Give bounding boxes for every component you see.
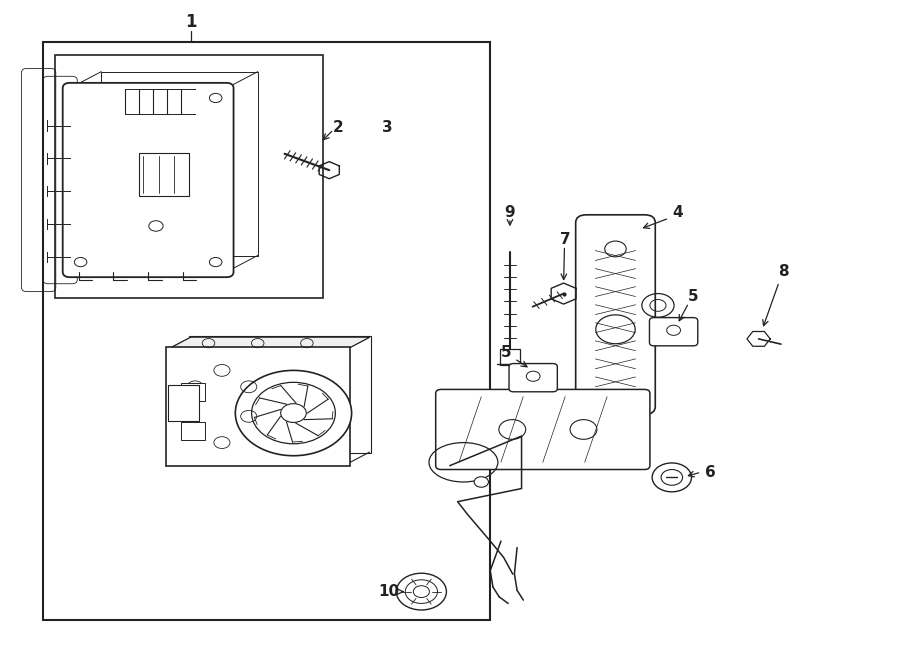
Circle shape (396, 573, 446, 610)
Circle shape (474, 477, 489, 487)
Text: 8: 8 (778, 264, 789, 279)
FancyBboxPatch shape (168, 385, 199, 421)
Text: 3: 3 (382, 120, 392, 135)
Circle shape (281, 404, 306, 422)
FancyBboxPatch shape (509, 363, 557, 392)
FancyBboxPatch shape (43, 42, 491, 620)
Polygon shape (168, 337, 370, 349)
FancyBboxPatch shape (166, 347, 350, 466)
Text: 6: 6 (705, 465, 716, 480)
FancyBboxPatch shape (139, 153, 189, 196)
FancyBboxPatch shape (189, 336, 372, 453)
FancyBboxPatch shape (436, 389, 650, 469)
FancyBboxPatch shape (55, 56, 323, 298)
FancyBboxPatch shape (63, 83, 233, 277)
Text: 5: 5 (501, 345, 512, 360)
Text: 9: 9 (505, 205, 515, 220)
FancyBboxPatch shape (650, 318, 698, 346)
Text: 1: 1 (184, 13, 196, 32)
FancyBboxPatch shape (181, 422, 205, 440)
Text: 4: 4 (673, 205, 683, 220)
Text: 7: 7 (560, 232, 571, 247)
FancyBboxPatch shape (576, 214, 655, 414)
Text: 2: 2 (333, 120, 344, 135)
Text: 10: 10 (379, 584, 400, 599)
FancyBboxPatch shape (181, 383, 205, 401)
Text: 5: 5 (688, 289, 698, 305)
Circle shape (235, 370, 352, 455)
FancyBboxPatch shape (500, 350, 520, 365)
Circle shape (652, 463, 691, 492)
